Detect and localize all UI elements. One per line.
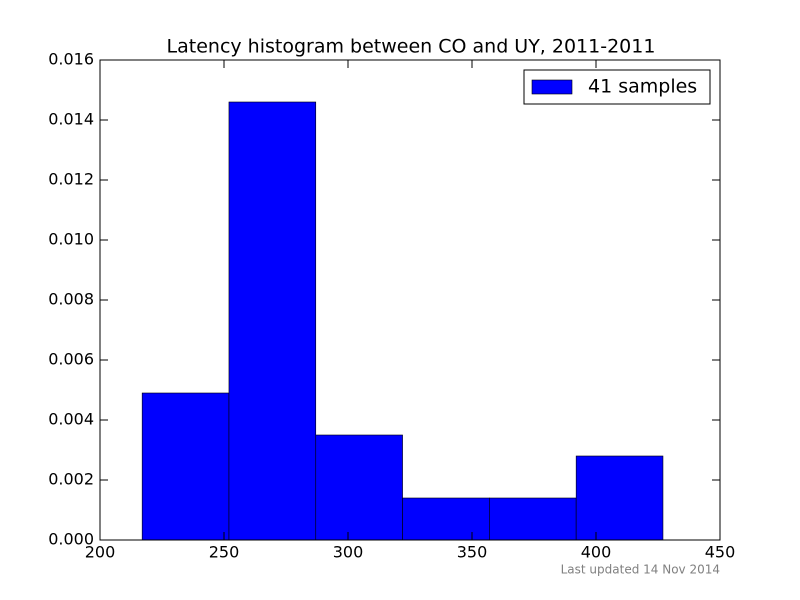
bar	[315, 434, 403, 541]
y-tick-label: 0.016	[48, 50, 94, 69]
legend-label: 41 samples	[588, 76, 697, 98]
bar	[402, 497, 490, 541]
bar	[489, 497, 577, 541]
x-tick-label: 250	[209, 543, 240, 562]
x-tick-label: 450	[705, 543, 736, 562]
x-tick-label: 350	[457, 543, 488, 562]
y-tick-label: 0.012	[48, 170, 94, 189]
x-tick-label: 200	[85, 543, 116, 562]
x-tick-label: 300	[333, 543, 364, 562]
bar	[141, 392, 230, 541]
y-tick-label: 0.002	[48, 470, 94, 489]
y-tick-label: 0.008	[48, 290, 94, 309]
y-tick-label: 0.010	[48, 230, 94, 249]
legend-swatch	[531, 79, 573, 95]
footnote: Last updated 14 Nov 2014	[561, 563, 720, 577]
y-tick-label: 0.006	[48, 350, 94, 369]
y-tick-label: 0.014	[48, 110, 94, 129]
x-tick-label: 400	[581, 543, 612, 562]
chart-title: Latency histogram between CO and UY, 201…	[167, 36, 656, 58]
bar	[575, 455, 664, 541]
y-tick-label: 0.004	[48, 410, 94, 429]
y-tick-label: 0.000	[48, 530, 94, 549]
bar	[228, 101, 317, 541]
